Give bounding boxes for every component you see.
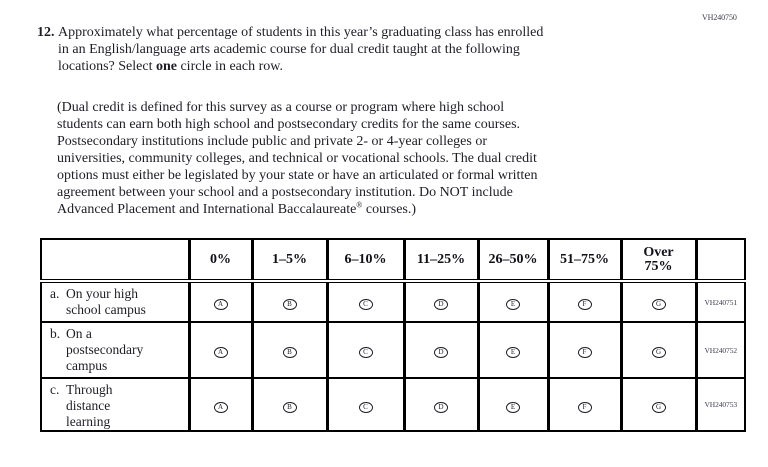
registered-trademark-symbol: ®	[356, 200, 363, 210]
column-header-26-50pct: 26–50%	[476, 239, 548, 283]
answer-circle-b-1-5pct[interactable]: B	[282, 347, 297, 358]
answer-circle-c-26-50pct[interactable]: E	[506, 401, 520, 413]
response-matrix: 0% 1–5% 6–10% 11–25% 26–50% 51–75% Over …	[40, 238, 746, 432]
header-code-column	[694, 239, 745, 283]
column-header-over-75pct: Over 75%	[619, 239, 696, 283]
table-row-c: c. Through distance learning A B C D E F …	[41, 377, 745, 431]
item-code-row-b: VH240752	[694, 321, 745, 378]
item-code-row-c: VH240753	[694, 377, 745, 431]
column-header-1-5pct: 1–5%	[250, 239, 327, 283]
answer-circle-a-26-50pct[interactable]: E	[506, 299, 520, 310]
answer-circle-c-11-25pct[interactable]: D	[434, 401, 448, 413]
answer-circle-a-over-75pct[interactable]: G	[651, 299, 666, 310]
table-row-b: b. On a postsecondary campus A B C D E F …	[41, 321, 745, 378]
answer-circle-b-over-75pct[interactable]: G	[651, 347, 666, 358]
question-text: Approximately what percentage of student…	[58, 24, 543, 75]
header-row: 0% 1–5% 6–10% 11–25% 26–50% 51–75% Over …	[41, 239, 745, 283]
answer-circle-b-11-25pct[interactable]: D	[434, 347, 448, 358]
answer-circle-c-6-10pct[interactable]: C	[358, 401, 373, 413]
answer-circle-a-11-25pct[interactable]: D	[434, 299, 448, 310]
row-label-high-school-campus: a. On your high school campus	[50, 286, 146, 317]
column-header-0pct: 0%	[187, 239, 252, 283]
header-empty	[41, 239, 189, 283]
question-number: 12.	[37, 25, 55, 40]
answer-circle-c-1-5pct[interactable]: B	[282, 401, 297, 413]
column-header-11-25pct: 11–25%	[402, 239, 478, 283]
answer-circle-a-51-75pct[interactable]: F	[577, 299, 592, 310]
answer-circle-b-26-50pct[interactable]: E	[506, 347, 520, 358]
table-row-a: a. On your high school campus A B C D E F…	[41, 281, 745, 322]
answer-circle-c-51-75pct[interactable]: F	[577, 401, 592, 413]
answer-circle-b-51-75pct[interactable]: F	[577, 347, 592, 358]
row-label-distance-learning: c. Through distance learning	[41, 377, 189, 431]
column-header-51-75pct: 51–75%	[546, 239, 621, 283]
row-label-postsecondary-campus: b. On a postsecondary campus	[41, 321, 189, 378]
dual-credit-definition: (Dual credit is defined for this survey …	[57, 100, 538, 217]
column-header-6-10pct: 6–10%	[325, 239, 404, 283]
answer-circle-a-0pct[interactable]: A	[213, 299, 228, 310]
answer-circle-b-0pct[interactable]: A	[213, 347, 228, 358]
emphasis-one: one	[155, 59, 177, 74]
answer-circle-a-6-10pct[interactable]: C	[358, 299, 373, 310]
question-line: in an English/language arts academic cou…	[58, 42, 520, 57]
answer-circle-c-0pct[interactable]: A	[213, 401, 228, 413]
answer-circle-a-1-5pct[interactable]: B	[282, 299, 297, 310]
question-line: locations? Select one circle in each row…	[58, 59, 283, 74]
answer-circle-b-6-10pct[interactable]: C	[358, 347, 373, 358]
answer-circle-c-over-75pct[interactable]: G	[651, 401, 666, 413]
question-line: Approximately what percentage of student…	[58, 25, 544, 40]
item-code-top: VH240750	[702, 13, 737, 22]
question-block: 12. Approximately what percentage of stu…	[37, 24, 677, 75]
item-code-row-a: VH240751	[694, 281, 745, 322]
